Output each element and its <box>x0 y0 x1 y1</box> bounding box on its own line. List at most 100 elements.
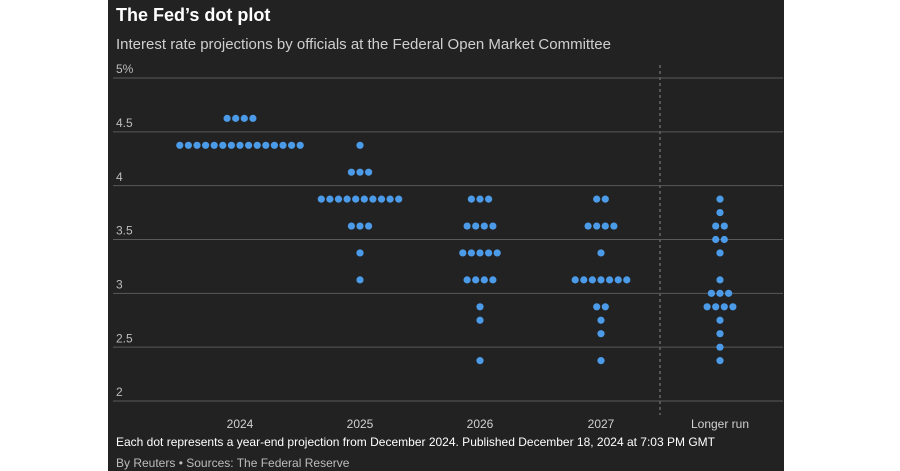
dot <box>463 276 471 284</box>
dot <box>606 276 614 284</box>
y-tick-label: 3.5 <box>116 224 133 238</box>
dot <box>365 168 373 176</box>
dot <box>610 222 618 230</box>
dot <box>343 195 351 203</box>
dot <box>377 195 386 203</box>
dot <box>597 276 605 284</box>
dot <box>614 276 622 284</box>
dot <box>202 141 210 149</box>
dot <box>489 222 497 230</box>
y-tick-label: 2 <box>116 385 123 399</box>
dot <box>317 195 325 203</box>
dot <box>463 222 471 230</box>
dot <box>176 141 184 149</box>
dot <box>720 303 728 311</box>
dot <box>593 222 601 230</box>
dot <box>716 208 724 217</box>
dot <box>326 195 334 203</box>
dot <box>270 141 278 149</box>
chart-title: The Fed’s dot plot <box>116 5 270 25</box>
y-tick-label: 2.5 <box>116 331 133 345</box>
dot <box>716 289 724 297</box>
dot <box>249 114 257 122</box>
dot <box>476 303 484 311</box>
x-tick-label: 2024 <box>227 417 254 431</box>
dot <box>480 222 488 230</box>
dot <box>712 303 720 311</box>
dot <box>459 249 467 257</box>
dot <box>729 303 737 311</box>
dot <box>356 276 364 284</box>
dot <box>232 114 240 122</box>
dot <box>597 316 605 324</box>
dot <box>356 141 364 149</box>
y-tick-label: 3 <box>116 278 123 292</box>
dot <box>716 357 724 365</box>
dot <box>712 235 720 244</box>
dot <box>365 222 373 230</box>
dot <box>597 249 605 257</box>
dot <box>712 222 720 230</box>
dot <box>716 343 724 351</box>
dot <box>580 276 588 284</box>
dot <box>193 141 201 149</box>
dot <box>593 303 601 311</box>
dot <box>210 141 218 149</box>
dot <box>245 141 253 149</box>
dot <box>571 276 579 284</box>
dot <box>352 195 360 203</box>
y-tick-label: 4.5 <box>116 116 133 130</box>
dot <box>227 141 235 149</box>
dot <box>369 195 377 203</box>
dot <box>467 249 475 257</box>
x-tick-label: 2025 <box>347 417 374 431</box>
dot <box>347 222 355 230</box>
dot <box>597 357 605 365</box>
dot <box>296 141 304 149</box>
dot <box>476 357 484 365</box>
dot <box>360 195 368 203</box>
dot <box>386 195 394 203</box>
source: By Reuters • Sources: The Federal Reserv… <box>116 456 350 470</box>
dot <box>485 249 493 257</box>
dot <box>703 303 711 311</box>
dot <box>223 114 231 122</box>
background <box>108 0 784 471</box>
dot <box>485 195 493 203</box>
dot <box>288 141 296 149</box>
dot <box>716 276 724 284</box>
dot <box>716 316 724 324</box>
dot <box>476 249 484 257</box>
dot <box>623 276 631 284</box>
dot <box>472 222 480 230</box>
dot <box>240 114 248 122</box>
dot <box>720 235 728 244</box>
dot <box>716 195 724 203</box>
dot <box>489 276 497 284</box>
dot <box>467 195 475 203</box>
dot <box>476 195 484 203</box>
dot <box>480 276 488 284</box>
dot <box>720 222 728 230</box>
dot <box>716 330 724 338</box>
chart-subtitle: Interest rate projections by officials a… <box>116 36 611 53</box>
dot <box>725 289 733 297</box>
x-tick-label: 2027 <box>588 417 615 431</box>
dot <box>601 222 609 230</box>
dot <box>356 249 364 257</box>
dot <box>395 195 403 203</box>
dot <box>493 249 501 257</box>
dot <box>584 222 592 230</box>
x-tick-label: 2026 <box>467 417 494 431</box>
dot <box>707 289 716 297</box>
dot <box>601 303 609 311</box>
dot <box>356 222 364 230</box>
dot <box>588 276 597 284</box>
dot <box>253 141 261 149</box>
dot <box>716 249 724 257</box>
x-tick-label: Longer run <box>691 417 749 431</box>
footnote: Each dot represents a year-end projectio… <box>116 435 716 449</box>
dot <box>597 330 605 338</box>
dot <box>279 141 287 149</box>
